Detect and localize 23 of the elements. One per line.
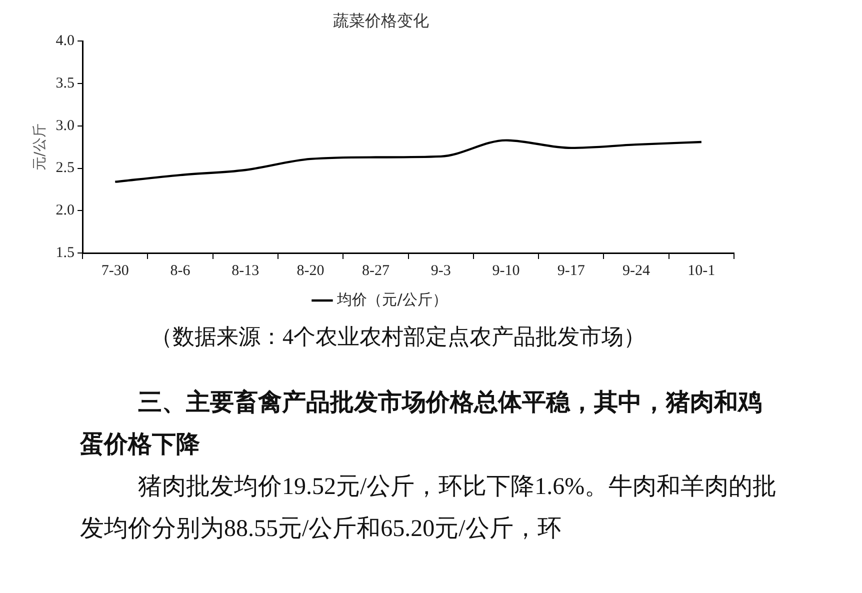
y-tick-label: 4.0 <box>56 33 75 50</box>
x-tick-label: 7-30 <box>101 262 129 279</box>
y-tick-label: 3.5 <box>56 75 75 92</box>
x-tick-label: 9-17 <box>557 262 586 279</box>
y-axis-title: 元/公斤 <box>32 124 48 170</box>
y-tick-label: 1.5 <box>56 244 75 261</box>
line-series <box>114 139 703 183</box>
x-tick-label: 10-1 <box>688 262 716 279</box>
text: 猪肉批发均价19.52元/公斤，环比下降1.6%。牛肉和羊肉的批发均价分别为88.55元/公斤和65.20元/公斤，环 <box>80 473 778 544</box>
x-tick-label: 8-13 <box>232 262 260 279</box>
y-tick-label: 2.0 <box>56 202 75 219</box>
x-tick-label: 8-6 <box>170 262 191 279</box>
text: 三、主要畜禽产品批发市场价格总体平稳，其中，猪肉和鸡蛋价格下降 <box>80 388 763 460</box>
x-tick-label: 9-24 <box>622 262 651 279</box>
x-tick-label: 9-10 <box>492 262 520 279</box>
x-tick-label: 8-27 <box>362 262 390 279</box>
y-tick-label: 2.5 <box>56 160 75 176</box>
x-tick-label: 8-20 <box>296 262 324 279</box>
y-tick-label: 3.0 <box>56 118 75 134</box>
legend-label: 均价（元/公斤） <box>336 290 448 308</box>
text: （数据来源：4个农业农村部定点农产品批发市场） <box>150 323 646 351</box>
x-tick-label: 9-3 <box>430 262 451 279</box>
chart-title: 蔬菜价格变化 <box>333 10 429 30</box>
